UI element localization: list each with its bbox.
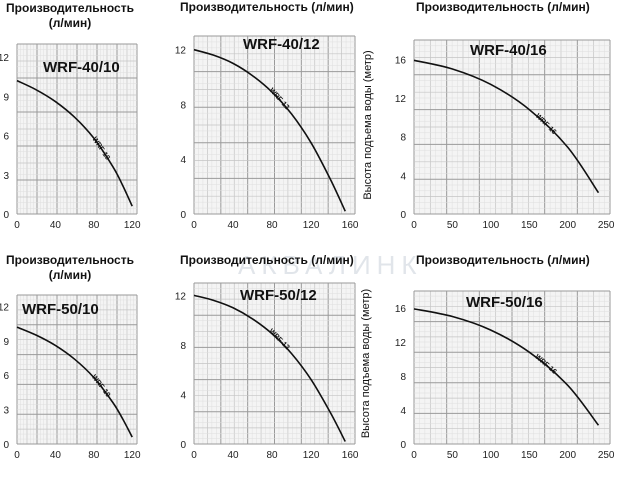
- y-axis-title: Высота подъема воды (метр): [362, 50, 374, 199]
- series-line: [193, 294, 346, 442]
- model-label: WRF-50/16: [466, 294, 543, 311]
- y-tick-label: 8: [180, 341, 186, 352]
- x-tick-label: 80: [266, 450, 278, 461]
- x-tick-label: 50: [447, 220, 459, 231]
- chart-panel: Производительность(л/мин) WRF-40/10 0 40 80 1…: [0, 1, 141, 231]
- series-line: [413, 308, 600, 426]
- x-tick-label: 0: [191, 220, 197, 231]
- y-tick-label: 4: [400, 406, 406, 417]
- x-tick-label: 100: [483, 220, 500, 231]
- model-label: WRF-40/16: [470, 42, 547, 59]
- x-tick-label: 150: [521, 220, 538, 231]
- chart-title-line: Производительность (л/мин): [416, 253, 590, 267]
- x-tick-label: 40: [227, 220, 239, 231]
- y-tick-label: 8: [180, 100, 186, 111]
- chart-title-line: (л/мин): [49, 268, 91, 282]
- y-tick-label: 6: [3, 371, 9, 382]
- chart-panel: Производительность (л/мин)WRF-50/120 40 80…: [175, 253, 372, 461]
- y-tick-label: 9: [3, 337, 9, 348]
- chart-panel: Производительность (л/мин) WRF-50/16 0 50 10…: [395, 253, 615, 461]
- watermark-text: АКВАЛИНК: [238, 250, 423, 280]
- chart-panel: Производительность(л/мин) WRF-50/10 0 40 80 1…: [0, 253, 141, 461]
- model-label: WRF-40/12: [243, 36, 320, 53]
- x-tick-label: 40: [227, 450, 239, 461]
- x-tick-label: 40: [50, 450, 62, 461]
- x-tick-label: 80: [88, 450, 100, 461]
- chart-panel: Производительность (л/мин)WRF-40/120 40 80…: [175, 0, 374, 231]
- x-tick-label: 80: [266, 220, 278, 231]
- model-label: WRF-50/10: [22, 301, 99, 318]
- x-tick-label: 0: [191, 450, 197, 461]
- x-tick-label: 0: [411, 220, 417, 231]
- x-tick-label: 200: [559, 450, 576, 461]
- y-axis-title: Высота подъема воды (метр): [360, 289, 372, 438]
- x-tick-label: 250: [598, 220, 615, 231]
- y-tick-label: 3: [3, 171, 9, 182]
- y-tick-label: 3: [3, 406, 9, 417]
- x-tick-label: 120: [124, 220, 141, 231]
- x-tick-label: 0: [14, 450, 20, 461]
- y-tick-label-zero: 0: [3, 440, 9, 451]
- y-tick-label: 16: [395, 304, 407, 315]
- series-line: [193, 48, 346, 212]
- y-tick-label: 8: [400, 133, 406, 144]
- x-tick-label: 150: [521, 450, 538, 461]
- y-tick-label-zero: 0: [3, 210, 9, 221]
- y-tick-label: 12: [395, 94, 407, 105]
- chart-title-line: Производительность (л/мин): [180, 0, 354, 14]
- model-label: WRF-40/10: [43, 59, 120, 76]
- x-tick-label: 200: [559, 220, 576, 231]
- chart-title-line: Производительность (л/мин): [180, 253, 354, 267]
- y-tick-label-zero: 0: [180, 210, 186, 221]
- y-tick-label-zero: 0: [400, 210, 406, 221]
- y-tick-label: 8: [400, 372, 406, 383]
- chart-title-line: (л/мин): [49, 16, 91, 30]
- x-tick-label: 100: [483, 450, 500, 461]
- series-line: [16, 79, 133, 207]
- chart-panel: Производительность (л/мин) WRF-40/16 0 50 10…: [395, 0, 615, 231]
- x-tick-label: 120: [303, 220, 320, 231]
- y-tick-label: 4: [180, 390, 186, 401]
- y-tick-label: 4: [180, 155, 186, 166]
- x-tick-label: 120: [124, 450, 141, 461]
- chart-title-line: Производительность: [6, 1, 134, 15]
- x-tick-label: 80: [88, 220, 100, 231]
- x-tick-label: 0: [411, 450, 417, 461]
- y-tick-label: 12: [175, 46, 187, 57]
- y-tick-label: 4: [400, 171, 406, 182]
- series-line: [16, 326, 133, 438]
- y-tick-label: 12: [0, 302, 9, 313]
- y-tick-label: 12: [0, 53, 9, 64]
- y-tick-label: 9: [3, 92, 9, 103]
- y-tick-label: 12: [175, 291, 187, 302]
- model-label: WRF-50/12: [240, 287, 317, 304]
- y-tick-label: 16: [395, 55, 407, 66]
- y-tick-label: 12: [395, 338, 407, 349]
- chart-title-line: Производительность (л/мин): [416, 0, 590, 14]
- y-tick-label-zero: 0: [400, 440, 406, 451]
- chart-title-line: Производительность: [6, 253, 134, 267]
- x-tick-label: 160: [342, 450, 359, 461]
- y-tick-label: 6: [3, 132, 9, 143]
- x-tick-label: 250: [598, 450, 615, 461]
- y-tick-label-zero: 0: [180, 440, 186, 451]
- x-tick-label: 40: [50, 220, 62, 231]
- x-tick-label: 50: [447, 450, 459, 461]
- series-line: [413, 59, 600, 194]
- x-tick-label: 160: [342, 220, 359, 231]
- x-tick-label: 120: [303, 450, 320, 461]
- x-tick-label: 0: [14, 220, 20, 231]
